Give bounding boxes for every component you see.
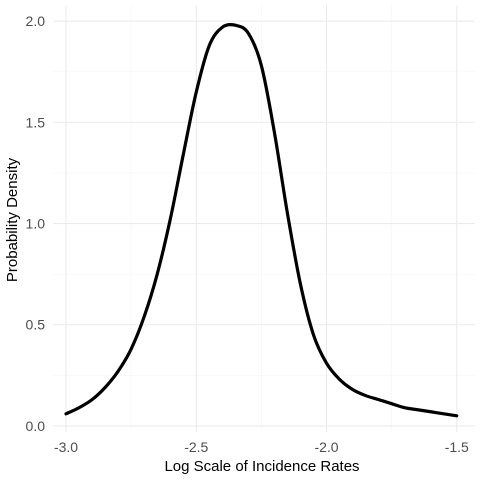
series-layer <box>64 22 459 418</box>
y-tick-label: 1.0 <box>26 216 46 232</box>
density-curve <box>64 22 459 418</box>
major-gridlines <box>53 5 475 432</box>
x-tick-label: -1.5 <box>445 439 469 455</box>
y-axis-tick-labels: 0.0 0.5 1.0 1.5 2.0 <box>26 13 46 434</box>
y-tick-label: 0.5 <box>26 317 46 333</box>
y-tick-label: 2.0 <box>26 13 46 29</box>
y-tick-label: 0.0 <box>26 418 46 434</box>
minor-gridlines <box>53 5 475 432</box>
x-tick-label: -2.5 <box>184 439 208 455</box>
x-tick-label: -3.0 <box>54 439 78 455</box>
x-axis-tick-labels: -3.0 -2.5 -2.0 -1.5 <box>54 439 469 455</box>
x-axis-title: Log Scale of Incidence Rates <box>164 458 359 475</box>
y-tick-label: 1.5 <box>26 114 46 130</box>
y-axis-title: Probability Density <box>4 157 21 282</box>
x-tick-label: -2.0 <box>314 439 338 455</box>
